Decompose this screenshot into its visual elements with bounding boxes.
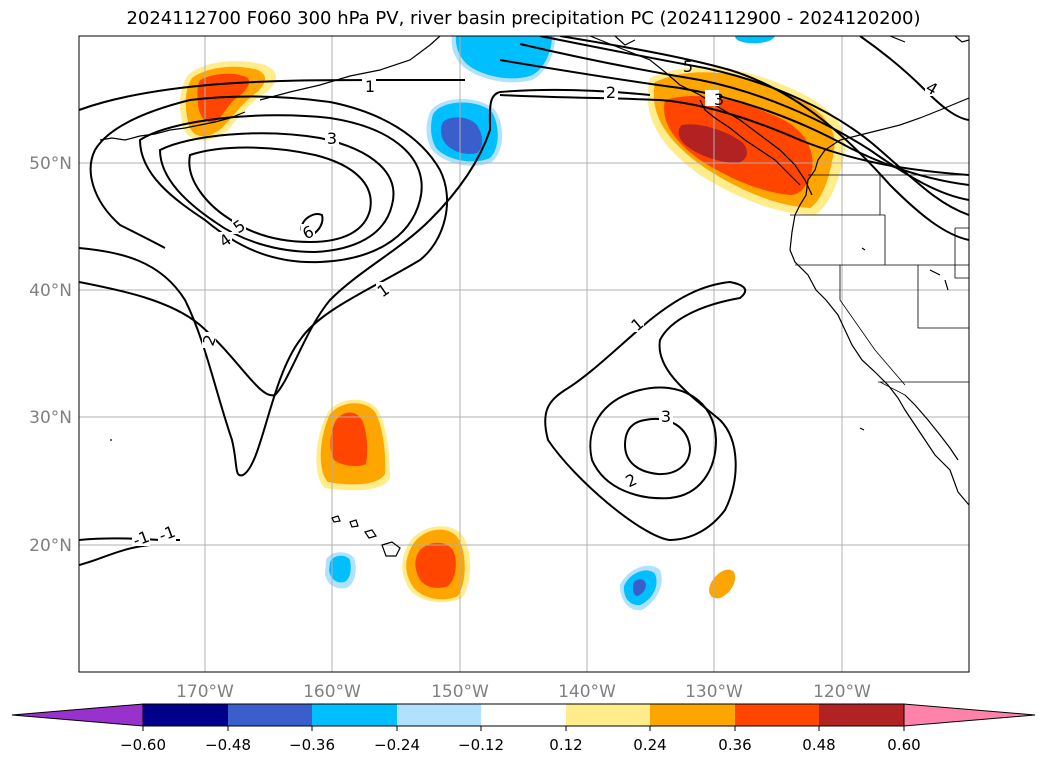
colorbar-bin	[143, 704, 228, 726]
contour-label: -1	[156, 522, 177, 545]
colorbar-frame	[142, 703, 905, 727]
contour-label: 1	[365, 77, 375, 96]
colorbar-tick-label: −0.36	[289, 736, 335, 754]
pv-contour-north-5	[539, 36, 969, 216]
pv-contour-west-4	[158, 132, 395, 254]
contour-label: 3	[661, 407, 671, 426]
pv-contour-east-1	[544, 280, 747, 541]
contour-label: 3	[714, 90, 724, 109]
pv-contour-west-2	[79, 95, 448, 477]
precip-positive-small-east	[709, 569, 736, 599]
pv-contour-labels: 1 2 3 4 5 6 1 2 3 4 5 1 2 3	[130, 57, 940, 550]
contour-label: -1	[130, 527, 151, 550]
pv-contour-west-5	[188, 146, 372, 244]
coastline-north-bits	[614, 36, 969, 46]
lat-label: 40°N	[29, 281, 72, 301]
political-borders	[790, 174, 969, 396]
precip-positive-pnw-darkred	[678, 124, 747, 163]
map-frame	[78, 35, 970, 673]
contour-label: 3	[327, 129, 337, 148]
precip-negative-gulf-blue	[440, 117, 483, 154]
lat-label: 50°N	[29, 154, 72, 174]
coastline-alaska-south	[259, 36, 441, 101]
lat-label: 20°N	[29, 536, 72, 556]
colorbar-bin	[481, 704, 566, 726]
island-hawaii-maui	[364, 529, 377, 539]
precip-positive-30n-red	[330, 412, 368, 467]
colorbar-tick-label: −0.24	[374, 736, 420, 754]
colorbar-tick-label: 0.60	[887, 736, 920, 754]
coastline-bc-islands	[699, 99, 801, 186]
colorbar-bin	[735, 704, 819, 726]
lon-label: 120°W	[813, 682, 871, 702]
colorbar-extend-high	[903, 703, 1036, 727]
colorbar-tick-label: 0.12	[549, 736, 582, 754]
lat-label: 30°N	[29, 408, 72, 428]
precip-negative-east-blue	[633, 579, 646, 596]
border-states-west	[790, 175, 969, 386]
island-hawaii-big	[381, 541, 401, 557]
pv-contour-ne-4	[859, 36, 969, 121]
islands	[110, 247, 949, 557]
pv-contour-north-2	[499, 94, 969, 176]
colorbar-tick-label: −0.12	[458, 736, 504, 754]
pv-contour-west-3	[138, 114, 423, 264]
latitude-labels: 50°N 40°N 30°N 20°N	[29, 154, 72, 556]
precip-positive-hawaii-red	[415, 542, 456, 588]
colorbar-bin	[312, 704, 397, 726]
coastline-baja	[904, 394, 959, 461]
pv-contour-north-6	[559, 36, 969, 241]
precip-negative-hawaii-west-cyan	[329, 555, 351, 583]
coastline-aleutians	[99, 111, 246, 141]
longitude-labels: 170°W 160°W 150°W 140°W 130°W 120°W	[176, 682, 871, 702]
colorbar-tick-label: 0.36	[718, 736, 751, 754]
precip-negative-topright	[735, 36, 775, 44]
colorbar-bin	[819, 704, 904, 726]
colorbar-tick-label: 0.48	[802, 736, 835, 754]
contour-label: 5	[683, 57, 693, 76]
colorbar-extend-low	[11, 703, 144, 727]
lon-label: 160°W	[303, 682, 361, 702]
colorbar-bin	[650, 704, 735, 726]
lon-label: 140°W	[558, 682, 616, 702]
colorbar-bin	[566, 704, 650, 726]
island-hawaii-oahu	[349, 519, 359, 528]
pv-contour-north-4	[519, 43, 969, 201]
colorbar-bin	[397, 704, 481, 726]
island-small-2	[859, 247, 949, 431]
colorbar-tick-label: −0.60	[120, 736, 166, 754]
map-title: 2024112700 F060 300 hPa PV, river basin …	[126, 8, 921, 29]
lon-label: 130°W	[685, 682, 743, 702]
colorbar-tick-label: −0.48	[205, 736, 251, 754]
pv-contour-west-1b	[79, 78, 465, 111]
pv-contour-east-3	[623, 417, 692, 476]
colorbar: −0.60 −0.48 −0.36 −0.24 −0.12 0.12 0.24 …	[11, 703, 1036, 754]
pv-contours	[79, 36, 969, 566]
lon-label: 150°W	[431, 682, 489, 702]
pv-contour-east-2	[589, 386, 718, 500]
map-panel: 1 2 3 4 5 6 1 2 3 4 5 1 2 3	[79, 36, 969, 672]
colorbar-tick-label: 0.24	[633, 736, 666, 754]
border-mexico	[879, 381, 906, 396]
colorbar-bin	[228, 704, 312, 726]
pv-contour-west-1	[79, 88, 651, 397]
lon-label: 170°W	[176, 682, 234, 702]
island-hawaii-kauai	[331, 515, 341, 523]
contour-label: 2	[606, 83, 616, 102]
